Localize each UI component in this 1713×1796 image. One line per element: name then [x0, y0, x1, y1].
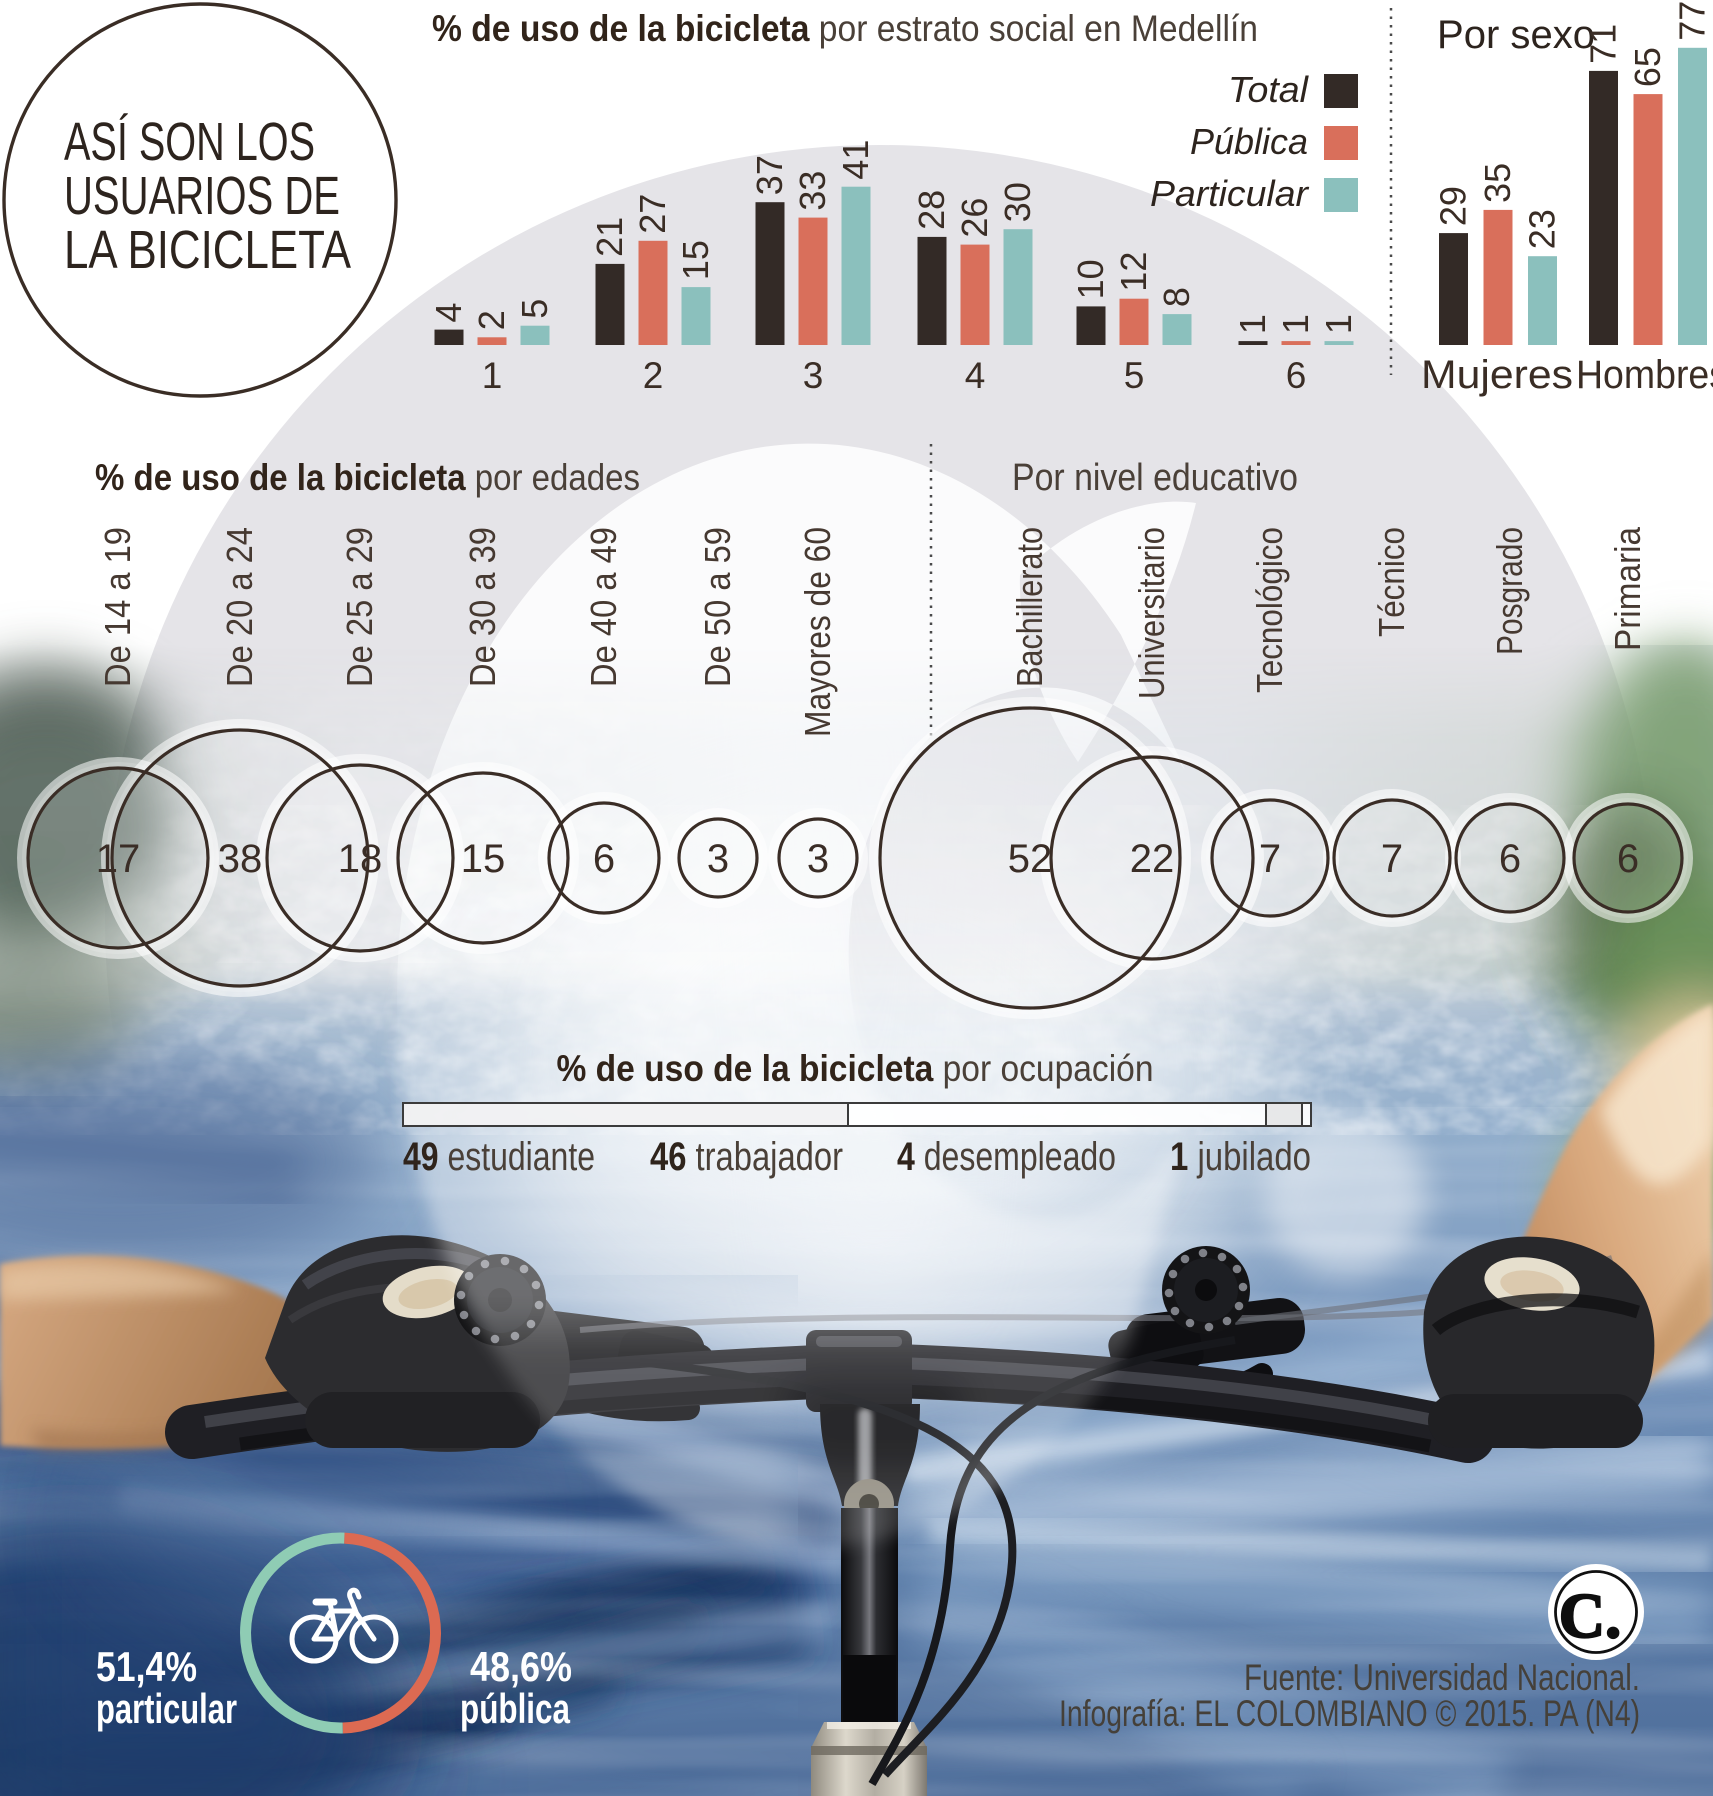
svg-text:49 estudiante: 49 estudiante [403, 1135, 595, 1179]
svg-text:Mujeres: Mujeres [1421, 353, 1573, 397]
svg-text:Hombres: Hombres [1576, 353, 1713, 397]
svg-text:77: 77 [1672, 1, 1713, 41]
svg-text:51,4%: 51,4% [96, 1643, 197, 1690]
svg-text:71: 71 [1583, 24, 1624, 64]
svg-text:27: 27 [632, 194, 673, 234]
svg-text:6: 6 [1499, 837, 1521, 881]
svg-text:3: 3 [807, 837, 829, 881]
svg-text:Tecnológico: Tecnológico [1249, 527, 1290, 693]
svg-text:De 50 a 59: De 50 a 59 [697, 527, 738, 687]
svg-text:6: 6 [1617, 837, 1639, 881]
svg-text:48,6%: 48,6% [470, 1643, 572, 1690]
svg-text:Primaria: Primaria [1607, 526, 1648, 651]
svg-text:USUARIOS DE: USUARIOS DE [64, 166, 340, 226]
svg-text:De 40 a 49: De 40 a 49 [583, 527, 624, 687]
svg-text:6: 6 [1286, 355, 1307, 396]
svg-text:38: 38 [218, 837, 263, 881]
svg-text:26: 26 [954, 198, 995, 238]
svg-text:5: 5 [1124, 355, 1145, 396]
svg-text:Mayores de 60: Mayores de 60 [797, 527, 838, 737]
svg-text:Pública: Pública [1190, 121, 1308, 162]
svg-text:3: 3 [707, 837, 729, 881]
svg-text:Por sexo: Por sexo [1437, 13, 1595, 57]
svg-text:1 jubilado: 1 jubilado [1170, 1135, 1311, 1179]
svg-text:35: 35 [1477, 163, 1518, 203]
svg-text:2: 2 [471, 310, 512, 330]
svg-text:4: 4 [428, 303, 469, 323]
svg-text:52: 52 [1008, 837, 1053, 881]
svg-text:pública: pública [460, 1685, 570, 1732]
svg-text:Particular: Particular [1150, 173, 1310, 214]
svg-text:6: 6 [593, 837, 615, 881]
svg-text:28: 28 [911, 190, 952, 230]
svg-text:7: 7 [1381, 837, 1403, 881]
svg-text:5: 5 [514, 299, 555, 319]
svg-text:65: 65 [1627, 47, 1668, 87]
svg-text:22: 22 [1130, 837, 1175, 881]
svg-text:Total: Total [1228, 69, 1309, 110]
svg-text:4 desempleado: 4 desempleado [897, 1135, 1116, 1179]
svg-text:8: 8 [1156, 287, 1197, 307]
svg-text:particular: particular [96, 1685, 237, 1732]
svg-text:Posgrado: Posgrado [1489, 527, 1530, 655]
svg-text:De 20 a 24: De 20 a 24 [219, 527, 260, 687]
svg-text:Por nivel educativo: Por nivel educativo [1012, 457, 1298, 499]
svg-text:1: 1 [1232, 314, 1273, 334]
svg-text:15: 15 [675, 240, 716, 280]
svg-text:ASÍ SON LOS: ASÍ SON LOS [64, 112, 315, 172]
svg-text:De 25 a 29: De 25 a 29 [339, 527, 380, 687]
svg-text:% de uso de la bicicleta por o: % de uso de la bicicleta por ocupación [557, 1048, 1154, 1089]
svg-text:10: 10 [1070, 259, 1111, 299]
svg-text:37: 37 [749, 155, 790, 195]
svg-text:21: 21 [589, 217, 630, 257]
svg-text:4: 4 [965, 355, 986, 396]
svg-text:7: 7 [1259, 837, 1281, 881]
svg-text:Técnico: Técnico [1371, 527, 1412, 637]
svg-text:33: 33 [792, 171, 833, 211]
svg-text:Infografía: EL COLOMBIANO © 20: Infografía: EL COLOMBIANO © 2015. PA (N4… [1059, 1693, 1640, 1734]
svg-text:3: 3 [803, 355, 824, 396]
svg-text:17: 17 [96, 837, 141, 881]
svg-text:29: 29 [1433, 186, 1474, 226]
svg-text:Universitario: Universitario [1131, 527, 1172, 699]
svg-text:46 trabajador: 46 trabajador [650, 1135, 843, 1179]
svg-text:15: 15 [461, 837, 506, 881]
svg-text:De 30 a 39: De 30 a 39 [462, 527, 503, 687]
svg-text:12: 12 [1113, 252, 1154, 292]
svg-text:1: 1 [1275, 314, 1316, 334]
svg-text:41: 41 [835, 140, 876, 180]
svg-text:23: 23 [1522, 209, 1563, 249]
svg-text:% de uso de la bicicleta por e: % de uso de la bicicleta por estrato soc… [432, 8, 1258, 49]
svg-text:1: 1 [1318, 314, 1359, 334]
svg-text:Fuente: Universidad Nacional.: Fuente: Universidad Nacional. [1244, 1657, 1640, 1698]
svg-text:De 14 a 19: De 14 a 19 [97, 527, 138, 687]
svg-text:LA BICICLETA: LA BICICLETA [64, 220, 351, 280]
svg-text:1: 1 [482, 355, 503, 396]
svg-text:C.: C. [1559, 1580, 1621, 1651]
svg-text:Bachillerato: Bachillerato [1009, 527, 1050, 687]
svg-text:% de uso de la bicicleta por e: % de uso de la bicicleta por edades [95, 457, 640, 498]
svg-text:30: 30 [997, 182, 1038, 222]
svg-text:2: 2 [643, 355, 664, 396]
svg-text:18: 18 [338, 837, 383, 881]
